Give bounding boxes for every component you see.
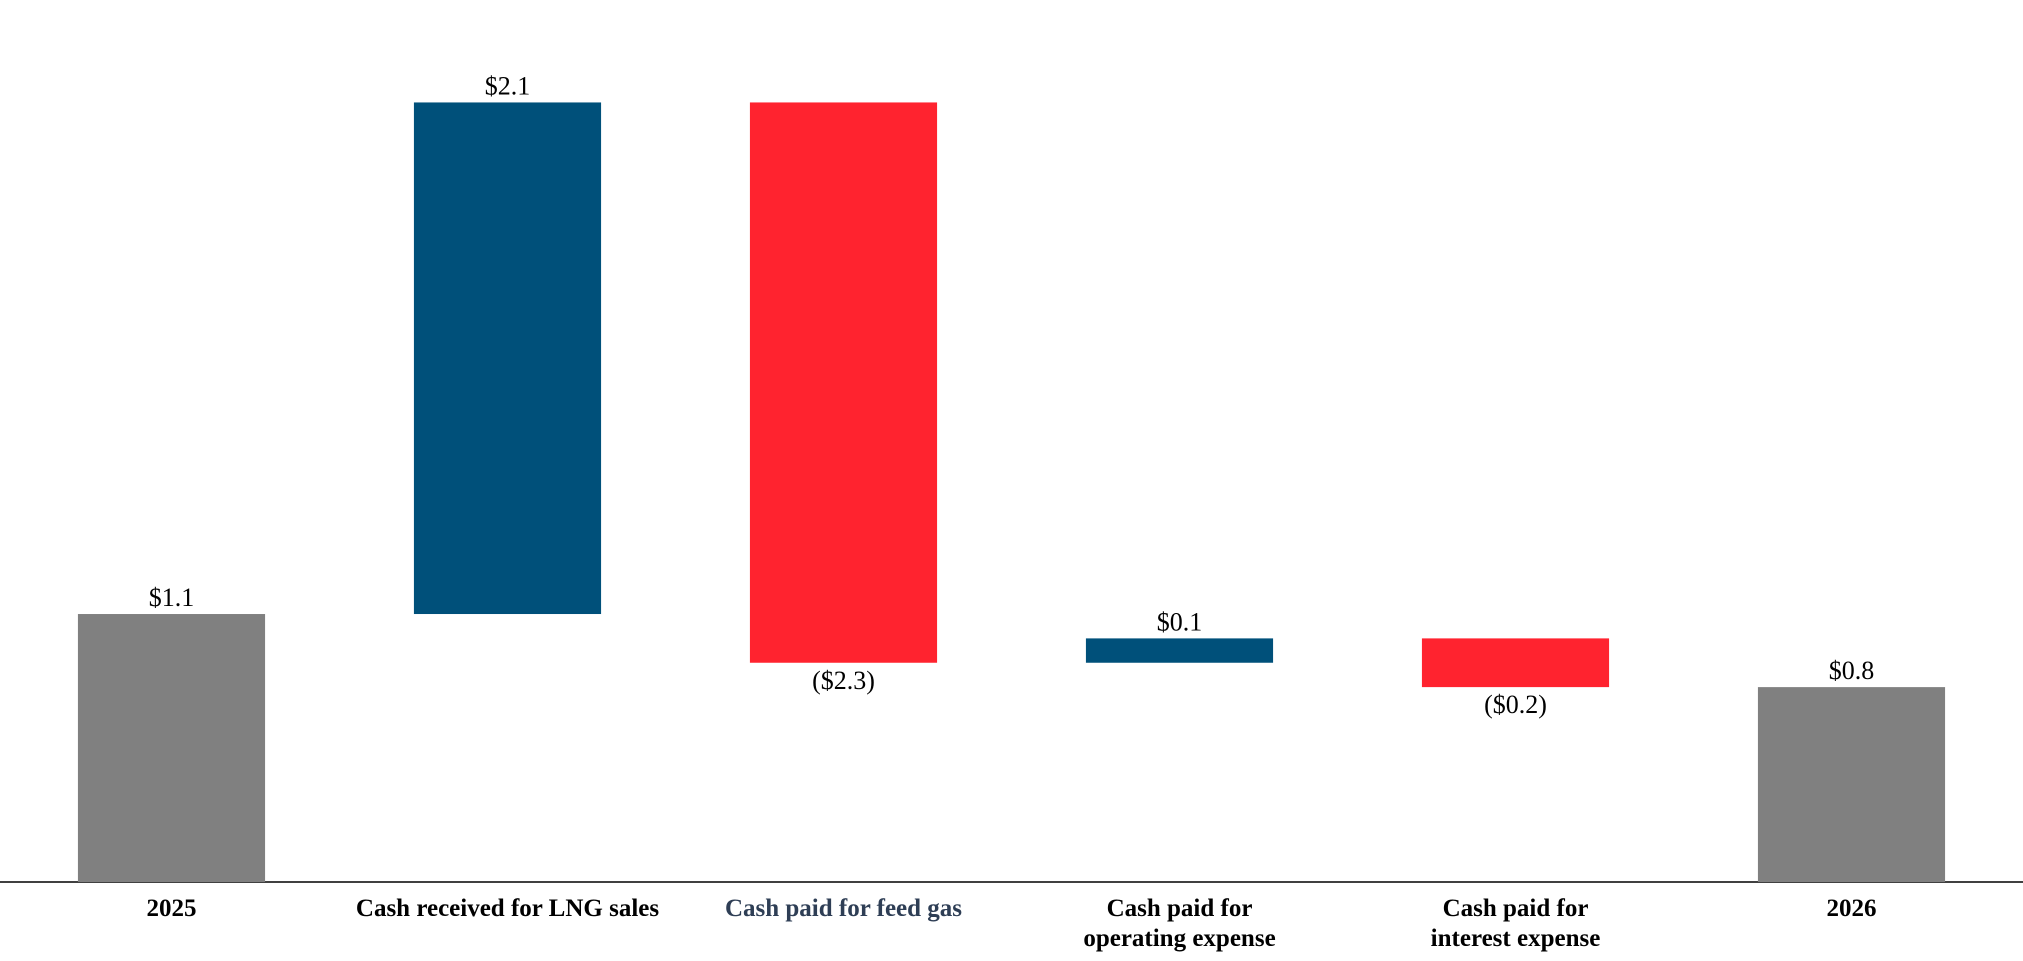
x-tick-label: Cash paid for feed gas <box>725 895 962 922</box>
bar <box>749 102 938 663</box>
x-tick-label: 2025 <box>147 895 197 922</box>
bar <box>77 614 266 882</box>
data-label: $0.8 <box>1829 656 1875 685</box>
data-label: $2.1 <box>485 71 531 100</box>
data-label: ($0.2) <box>1484 690 1547 719</box>
x-tick-label: 2026 <box>1827 895 1877 922</box>
bar <box>413 102 602 615</box>
data-label: ($2.3) <box>812 666 875 695</box>
bar <box>1421 638 1610 688</box>
data-label: $0.1 <box>1157 607 1203 636</box>
x-tick-label: Cash received for LNG sales <box>356 895 659 922</box>
bar <box>1085 638 1274 663</box>
x-tick-label: Cash paid for interest expense <box>1431 895 1601 952</box>
bar <box>1757 687 1946 882</box>
data-label: $1.1 <box>149 583 195 612</box>
x-tick-label: Cash paid for operating expense <box>1083 895 1275 952</box>
